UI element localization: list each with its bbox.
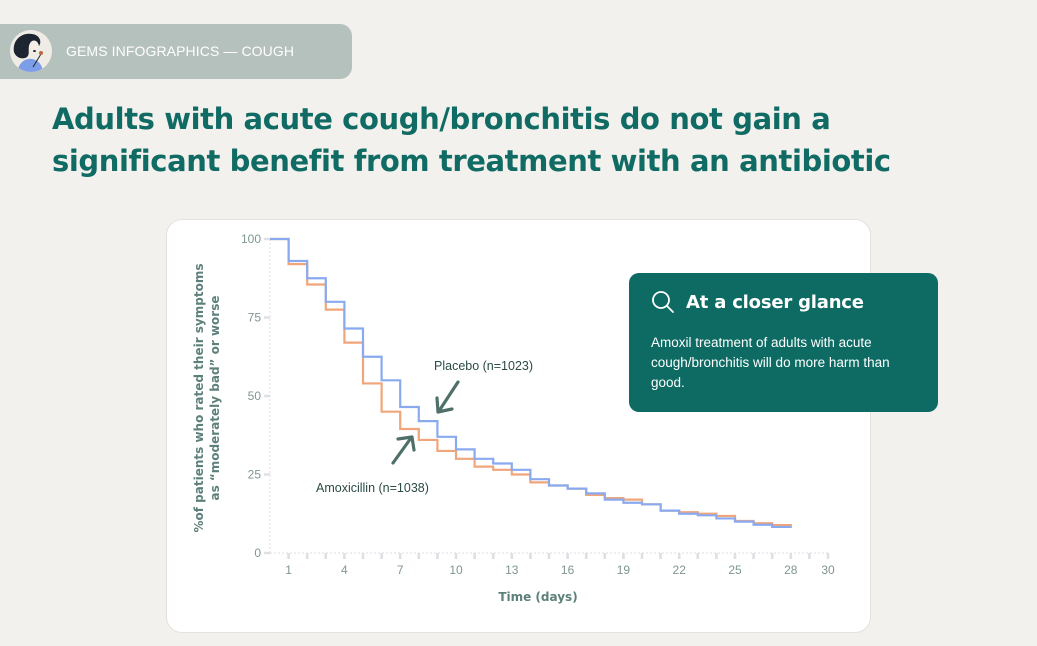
callout-header: At a closer glance <box>651 290 864 314</box>
y-tick <box>264 237 270 241</box>
x-tick <box>491 553 495 559</box>
x-tick-label: 22 <box>673 563 687 577</box>
page-title: Adults with acute cough/bronchitis do no… <box>52 102 891 178</box>
y-axis: 0 25 50 75 100 <box>241 232 271 560</box>
x-tick-label: 13 <box>505 563 519 577</box>
x-tick <box>696 553 700 559</box>
x-tick <box>510 553 514 559</box>
y-tick <box>264 316 270 319</box>
y-tick <box>264 551 270 555</box>
y-tick-label: 100 <box>241 232 261 246</box>
y-tick <box>264 394 270 398</box>
x-axis-title: Time (days) <box>498 590 577 604</box>
x-tick-label: 30 <box>821 563 835 577</box>
x-tick <box>826 553 830 559</box>
callout-body: Amoxil treatment of adults with acute co… <box>651 335 890 390</box>
x-tick <box>752 553 755 559</box>
x-tick <box>659 553 662 559</box>
amoxicillin-label: Amoxicillin (n=1038) <box>316 481 429 495</box>
y-tick-label: 0 <box>254 546 261 560</box>
x-tick <box>473 553 476 559</box>
closer-glance-callout: At a closer glance Amoxil treatment of a… <box>629 273 938 412</box>
amoxicillin-arrow-icon <box>391 435 416 465</box>
x-tick <box>305 553 309 559</box>
x-tick <box>380 553 383 559</box>
x-tick <box>361 553 365 559</box>
placebo-label: Placebo (n=1023) <box>434 359 533 373</box>
x-tick-label: 1 <box>285 563 292 577</box>
x-tick <box>603 553 607 559</box>
y-tick-label: 50 <box>248 389 262 403</box>
x-tick <box>417 553 421 559</box>
header-banner: GEMS INFOGRAPHICS — COUGH <box>0 24 352 79</box>
x-tick <box>733 553 737 559</box>
x-tick <box>770 553 774 559</box>
x-tick <box>398 553 402 559</box>
x-tick <box>715 553 718 559</box>
y-tick-label: 75 <box>248 311 262 325</box>
x-tick <box>584 553 588 559</box>
x-tick <box>622 553 625 559</box>
search-icon <box>652 291 674 313</box>
placebo-arrow-icon <box>435 380 460 414</box>
x-tick-label: 25 <box>728 563 742 577</box>
y-axis-title-line2: as “moderately bad” or worse <box>208 296 222 501</box>
x-tick-label: 7 <box>397 563 404 577</box>
placebo-line <box>270 237 792 529</box>
x-tick <box>808 553 811 559</box>
callout-title: At a closer glance <box>686 291 864 313</box>
avatar-icon <box>10 30 52 72</box>
x-tick <box>287 553 290 559</box>
x-tick-label: 16 <box>561 563 575 577</box>
x-tick <box>789 553 793 559</box>
x-tick <box>343 553 346 559</box>
x-tick-label: 19 <box>617 563 631 577</box>
x-tick <box>677 553 681 559</box>
x-tick <box>566 553 569 559</box>
x-tick <box>454 553 458 559</box>
x-tick <box>436 553 439 559</box>
header-label: GEMS INFOGRAPHICS — COUGH <box>66 43 295 59</box>
x-tick <box>324 553 328 559</box>
x-tick <box>547 553 551 559</box>
x-tick <box>529 553 532 559</box>
y-axis-title-line1: %of patients who rated their symptoms <box>192 264 206 533</box>
x-tick-label: 4 <box>341 563 348 577</box>
x-tick-label: 28 <box>784 563 798 577</box>
x-tick <box>640 553 644 559</box>
y-tick-label: 25 <box>248 468 262 482</box>
y-tick <box>264 473 270 476</box>
x-tick-label: 10 <box>449 563 463 577</box>
x-axis: 1 4 7 10 13 16 19 22 25 28 30 <box>270 552 835 577</box>
